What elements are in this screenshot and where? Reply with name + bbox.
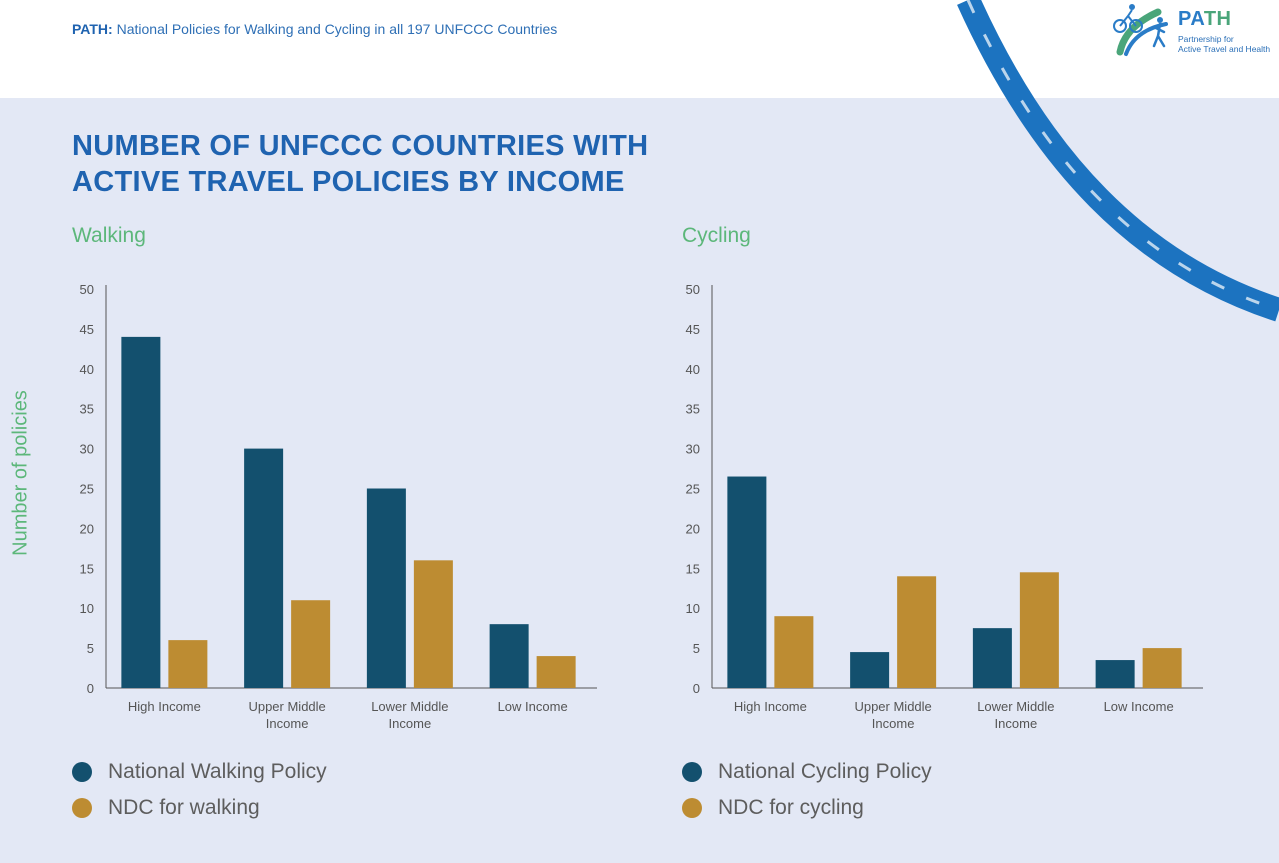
bar-walking-policy-2 xyxy=(366,488,406,688)
legend-item-ndc-cycling: NDC for cycling xyxy=(682,790,932,826)
cycling-panel-title: Cycling xyxy=(682,224,751,247)
legend-item-ndc-walking: NDC for walking xyxy=(72,790,327,826)
chart-title: NUMBER OF UNFCCC COUNTRIES WITH ACTIVE T… xyxy=(72,128,648,200)
y-tick-label: 15 xyxy=(686,561,700,576)
x-category-label: Income xyxy=(995,716,1038,731)
x-category-label: Low Income xyxy=(498,699,568,714)
logo-subtitle: Partnership for Active Travel and Health xyxy=(1178,34,1271,54)
bar-walking-policy-0 xyxy=(121,336,161,688)
legend-item-walking-policy: National Walking Policy xyxy=(72,754,327,790)
cyclist-walker-icon xyxy=(1113,4,1168,56)
x-category-label: Upper Middle xyxy=(854,699,931,714)
y-tick-label: 30 xyxy=(80,442,94,457)
x-category-label: Upper Middle xyxy=(248,699,325,714)
bar-cycling-ndc-2 xyxy=(1019,572,1059,688)
y-tick-label: 20 xyxy=(686,521,700,536)
y-tick-label: 25 xyxy=(686,482,700,497)
y-tick-label: 45 xyxy=(80,322,94,337)
y-tick-label: 10 xyxy=(686,601,700,616)
bar-cycling-policy-2 xyxy=(972,628,1012,688)
x-category-label: Income xyxy=(266,716,309,731)
bar-cycling-policy-1 xyxy=(850,652,890,688)
header-description: National Policies for Walking and Cyclin… xyxy=(116,21,558,37)
bar-cycling-policy-3 xyxy=(1095,660,1135,688)
y-tick-label: 20 xyxy=(80,521,94,536)
x-category-label: Lower Middle xyxy=(977,699,1054,714)
x-category-label: Income xyxy=(389,716,432,731)
bar-walking-ndc-2 xyxy=(413,560,453,688)
x-category-label: Low Income xyxy=(1104,699,1174,714)
bar-cycling-ndc-0 xyxy=(774,616,814,688)
y-tick-label: 0 xyxy=(87,681,94,696)
y-tick-label: 0 xyxy=(693,681,700,696)
walking-legend: National Walking Policy NDC for walking xyxy=(72,754,327,826)
bar-cycling-ndc-3 xyxy=(1142,648,1182,688)
bar-walking-ndc-1 xyxy=(291,600,331,688)
y-tick-label: 40 xyxy=(80,362,94,377)
header-text: PATH: National Policies for Walking and … xyxy=(72,21,557,37)
bar-walking-policy-1 xyxy=(244,448,284,688)
bar-cycling-ndc-1 xyxy=(897,576,937,688)
y-tick-label: 5 xyxy=(693,641,700,656)
logo-title: PATH xyxy=(1178,8,1232,30)
legend-dot-ndc xyxy=(682,798,702,818)
y-tick-label: 25 xyxy=(80,482,94,497)
legend-item-cycling-policy: National Cycling Policy xyxy=(682,754,932,790)
x-category-label: High Income xyxy=(128,699,201,714)
bar-cycling-policy-0 xyxy=(727,476,767,688)
y-tick-label: 45 xyxy=(686,322,700,337)
x-category-label: High Income xyxy=(734,699,807,714)
bar-walking-ndc-0 xyxy=(168,640,208,688)
chart-title-line1: NUMBER OF UNFCCC COUNTRIES WITH xyxy=(72,130,649,162)
x-category-label: Income xyxy=(872,716,915,731)
y-tick-label: 5 xyxy=(87,641,94,656)
cycling-legend: National Cycling Policy NDC for cycling xyxy=(682,754,932,826)
y-tick-label: 30 xyxy=(686,442,700,457)
y-tick-label: 35 xyxy=(686,402,700,417)
legend-dot-policy xyxy=(72,762,92,782)
y-tick-label: 15 xyxy=(80,561,94,576)
y-tick-label: 35 xyxy=(80,402,94,417)
chart-title-line2: ACTIVE TRAVEL POLICIES BY INCOME xyxy=(72,166,625,198)
legend-dot-policy xyxy=(682,762,702,782)
y-tick-label: 10 xyxy=(80,601,94,616)
path-logo: PATH Partnership for Active Travel and H… xyxy=(1110,2,1278,58)
y-tick-label: 40 xyxy=(686,362,700,377)
x-category-label: Lower Middle xyxy=(371,699,448,714)
y-tick-label: 50 xyxy=(80,282,94,297)
bar-walking-ndc-3 xyxy=(536,656,576,688)
header-prefix: PATH: xyxy=(72,21,113,37)
y-tick-label: 50 xyxy=(686,282,700,297)
legend-dot-ndc xyxy=(72,798,92,818)
bar-walking-policy-3 xyxy=(489,624,529,688)
walking-panel-title: Walking xyxy=(72,224,146,247)
